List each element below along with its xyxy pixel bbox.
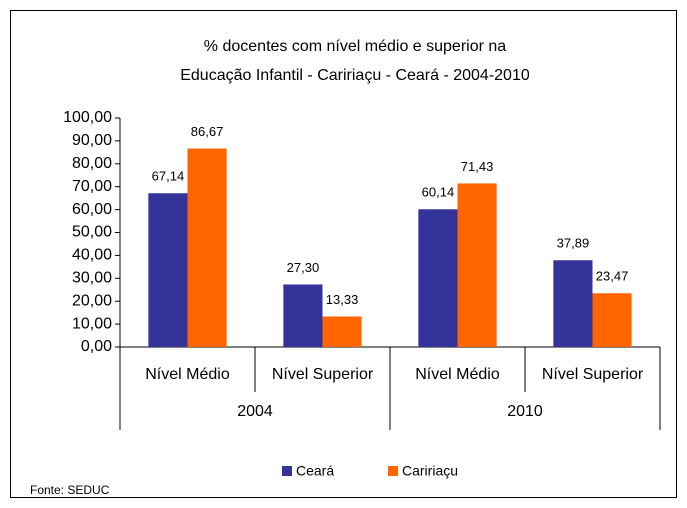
legend-label: Ceará [296,463,334,479]
y-tick-label: 60,00 [72,201,112,218]
y-tick-label: 0,00 [81,338,112,355]
bar [457,183,497,347]
chart-title: % docentes com nível médio e superior na [204,38,506,55]
bar [592,293,632,347]
data-label: 67,14 [152,169,185,184]
bar [187,148,227,347]
y-tick-label: 100,00 [63,109,112,126]
data-label: 27,30 [287,260,320,275]
bar [283,284,323,347]
chart-border [10,10,677,498]
data-label: 23,47 [596,269,629,284]
x-tick-label: Nível Superior [542,366,644,383]
bar [553,260,593,347]
data-label: 60,14 [422,185,455,200]
y-tick-label: 10,00 [72,315,112,332]
y-tick-label: 30,00 [72,270,112,287]
y-tick-label: 90,00 [72,132,112,149]
data-label: 71,43 [461,159,494,174]
data-label: 13,33 [326,292,359,307]
x-tick-label: Nível Médio [415,366,500,383]
bar [322,316,362,347]
group-label: 2004 [237,403,273,420]
y-tick-label: 20,00 [72,292,112,309]
legend-swatch [282,466,292,476]
data-label: 86,67 [191,124,224,139]
y-tick-label: 50,00 [72,224,112,241]
bar [148,193,188,347]
source-note: Fonte: SEDUC [30,483,110,497]
bar [418,209,458,347]
y-tick-label: 40,00 [72,247,112,264]
x-tick-label: Nível Superior [272,366,374,383]
x-tick-label: Nível Médio [145,366,230,383]
data-label: 37,89 [557,236,590,251]
chart-title: Educação Infantil - Caririaçu - Ceará - … [180,67,530,84]
legend-swatch [388,466,398,476]
y-tick-label: 70,00 [72,178,112,195]
legend-label: Caririaçu [402,463,458,479]
group-label: 2010 [507,403,543,420]
y-tick-label: 80,00 [72,155,112,172]
